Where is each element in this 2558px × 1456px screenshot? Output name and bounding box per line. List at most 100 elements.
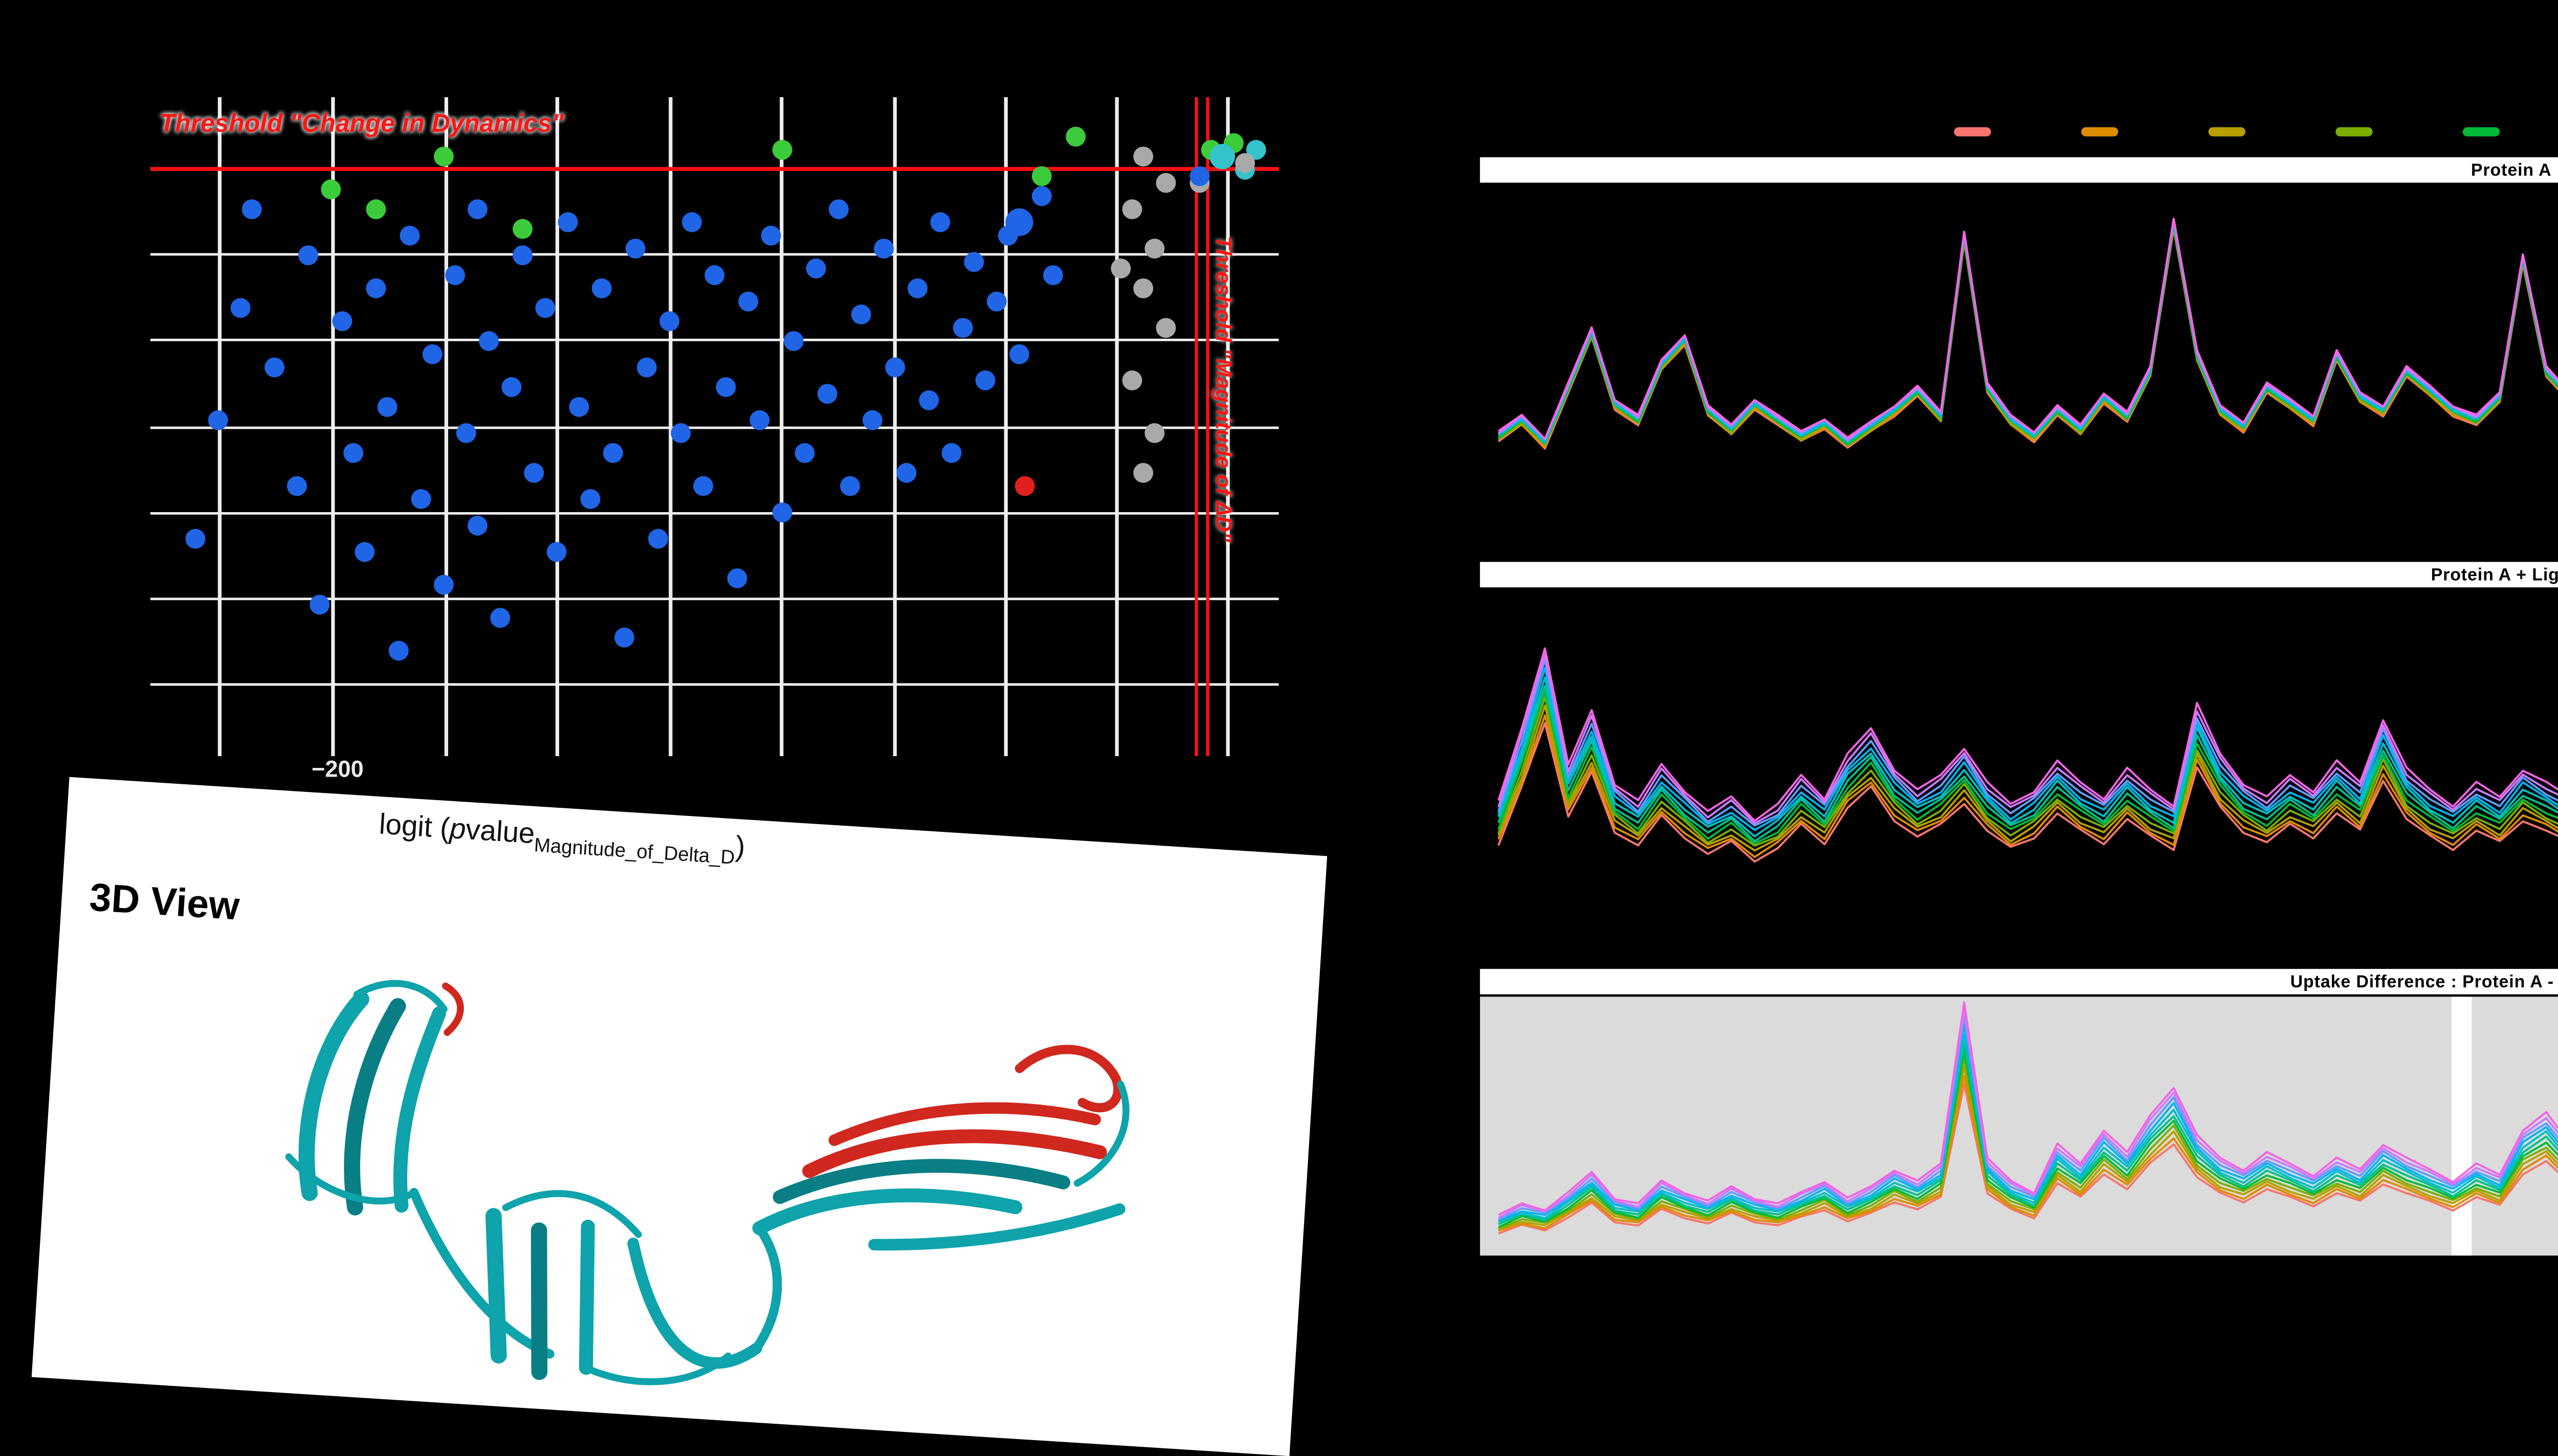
scatter-point[interactable] bbox=[230, 298, 251, 318]
uptake-trace[interactable] bbox=[1497, 226, 2558, 484]
uptake-trace[interactable] bbox=[1497, 1008, 2558, 1219]
uptake-trace[interactable] bbox=[1497, 219, 2558, 442]
scatter-point[interactable] bbox=[749, 410, 770, 430]
scatter-point[interactable] bbox=[953, 318, 973, 338]
scatter-point[interactable] bbox=[681, 212, 702, 232]
scatter-point[interactable] bbox=[964, 252, 984, 272]
uptake-trace[interactable] bbox=[1497, 218, 2558, 442]
uptake-trace[interactable] bbox=[1497, 218, 2558, 441]
uptake-trace[interactable] bbox=[1498, 1024, 2558, 1222]
uptake-trace[interactable] bbox=[1497, 624, 2558, 843]
scatter-point[interactable] bbox=[828, 199, 849, 219]
scatter-point[interactable] bbox=[636, 357, 657, 378]
scatter-point[interactable] bbox=[1246, 140, 1266, 160]
uptake-trace[interactable] bbox=[1498, 1056, 2558, 1230]
scatter-point[interactable] bbox=[467, 199, 488, 219]
uptake-trace[interactable] bbox=[1497, 594, 2558, 822]
scatter-point[interactable] bbox=[479, 331, 499, 351]
scatter-point[interactable] bbox=[501, 377, 522, 398]
scatter-point[interactable] bbox=[310, 594, 330, 615]
scatter-point[interactable] bbox=[264, 357, 284, 378]
scatter-point[interactable] bbox=[422, 344, 443, 364]
scatter-point[interactable] bbox=[874, 238, 894, 259]
uptake-trace[interactable] bbox=[1497, 669, 2558, 863]
uptake-trace[interactable] bbox=[1497, 648, 2558, 852]
scatter-point[interactable] bbox=[738, 291, 759, 312]
scatter-point[interactable] bbox=[569, 397, 589, 417]
scatter-point[interactable] bbox=[1015, 476, 1035, 496]
scatter-point[interactable] bbox=[591, 278, 612, 299]
scatter-point[interactable] bbox=[840, 476, 860, 496]
scatter-point[interactable] bbox=[366, 278, 386, 299]
scatter-point[interactable] bbox=[795, 443, 815, 463]
scatter-point[interactable] bbox=[1111, 258, 1131, 279]
scatter-point[interactable] bbox=[286, 476, 307, 496]
scatter-point[interactable] bbox=[490, 608, 511, 628]
scatter-point[interactable] bbox=[377, 397, 398, 417]
protein-ribbon-structure[interactable] bbox=[171, 919, 1168, 1430]
structure-3d-panel[interactable]: logit (pvalueMagnitude_of_Delta_D) 3D Vi… bbox=[31, 777, 1328, 1456]
scatter-point[interactable] bbox=[1122, 370, 1142, 390]
scatter-point[interactable] bbox=[298, 245, 318, 266]
uptake-difference-chart[interactable] bbox=[1480, 997, 2558, 1256]
uptake-trace[interactable] bbox=[1497, 594, 2558, 825]
scatter-point[interactable] bbox=[986, 291, 1007, 312]
uptake-trace[interactable] bbox=[1497, 658, 2558, 858]
uptake-trace[interactable] bbox=[1497, 221, 2558, 447]
volcano-plot-canvas[interactable] bbox=[150, 97, 1279, 757]
uptake-chart-protein-a-ligand[interactable] bbox=[1480, 589, 2558, 948]
scatter-point[interactable] bbox=[456, 423, 476, 444]
uptake-trace[interactable] bbox=[1497, 603, 2558, 831]
scatter-point[interactable] bbox=[625, 238, 646, 259]
scatter-point[interactable] bbox=[1122, 199, 1142, 219]
scatter-point[interactable] bbox=[671, 423, 691, 444]
scatter-point[interactable] bbox=[1031, 166, 1052, 186]
scatter-point[interactable] bbox=[241, 199, 262, 219]
scatter-point[interactable] bbox=[862, 410, 883, 430]
scatter-point[interactable] bbox=[614, 627, 634, 648]
scatter-point[interactable] bbox=[896, 462, 917, 483]
scatter-point[interactable] bbox=[941, 443, 962, 463]
scatter-point[interactable] bbox=[851, 304, 871, 325]
scatter-point[interactable] bbox=[355, 542, 375, 562]
uptake-trace[interactable] bbox=[1497, 217, 2558, 440]
scatter-point[interactable] bbox=[1133, 462, 1154, 483]
scatter-point[interactable] bbox=[693, 476, 713, 496]
uptake-trace[interactable] bbox=[1497, 632, 2558, 845]
scatter-point[interactable] bbox=[761, 226, 781, 246]
scatter-point[interactable] bbox=[817, 384, 837, 404]
scatter-point[interactable] bbox=[1156, 318, 1176, 338]
scatter-point[interactable] bbox=[1209, 144, 1236, 169]
scatter-point[interactable] bbox=[930, 212, 951, 232]
uptake-trace[interactable] bbox=[1498, 1083, 2558, 1234]
scatter-point[interactable] bbox=[1156, 173, 1176, 193]
scatter-point[interactable] bbox=[1189, 166, 1210, 186]
scatter-point[interactable] bbox=[1009, 344, 1029, 364]
scatter-point[interactable] bbox=[400, 226, 420, 246]
scatter-point[interactable] bbox=[513, 245, 533, 266]
scatter-point[interactable] bbox=[1133, 146, 1154, 167]
scatter-point[interactable] bbox=[716, 377, 736, 398]
scatter-point[interactable] bbox=[975, 370, 996, 390]
scatter-point[interactable] bbox=[524, 462, 544, 483]
uptake-trace[interactable] bbox=[1498, 1065, 2558, 1230]
scatter-point[interactable] bbox=[433, 575, 454, 595]
uptake-trace[interactable] bbox=[1497, 638, 2558, 847]
scatter-point[interactable] bbox=[727, 568, 747, 588]
scatter-point[interactable] bbox=[806, 258, 826, 279]
uptake-trace[interactable] bbox=[1498, 1049, 2558, 1228]
scatter-point[interactable] bbox=[343, 443, 364, 463]
uptake-trace[interactable] bbox=[1498, 1016, 2558, 1221]
scatter-point[interactable] bbox=[919, 390, 939, 410]
uptake-trace[interactable] bbox=[1497, 224, 2558, 478]
scatter-point[interactable] bbox=[704, 265, 725, 285]
scatter-point[interactable] bbox=[513, 219, 533, 239]
scatter-point[interactable] bbox=[1066, 126, 1086, 147]
scatter-point[interactable] bbox=[783, 331, 804, 351]
scatter-point[interactable] bbox=[908, 278, 928, 299]
scatter-point[interactable] bbox=[467, 515, 488, 536]
uptake-trace[interactable] bbox=[1498, 1042, 2558, 1225]
scatter-point[interactable] bbox=[321, 179, 341, 200]
scatter-point[interactable] bbox=[546, 542, 567, 562]
scatter-point[interactable] bbox=[659, 311, 679, 332]
